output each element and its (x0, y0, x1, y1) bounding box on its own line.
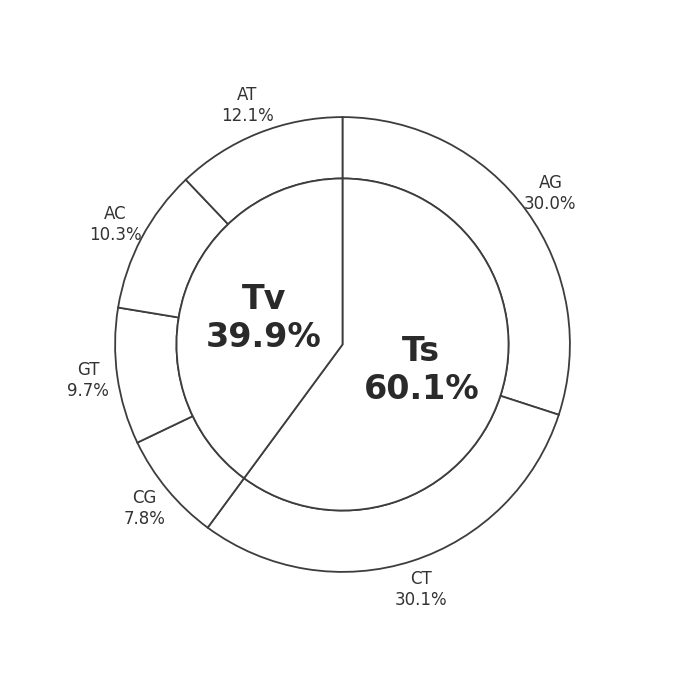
Text: GT
9.7%: GT 9.7% (67, 361, 109, 400)
Wedge shape (342, 117, 570, 415)
Text: CG
7.8%: CG 7.8% (123, 489, 166, 528)
Text: AG
30.0%: AG 30.0% (524, 174, 577, 213)
Text: Ts
60.1%: Ts 60.1% (364, 335, 479, 406)
Wedge shape (186, 117, 342, 224)
Text: AC
10.3%: AC 10.3% (89, 205, 142, 244)
Text: AT
12.1%: AT 12.1% (221, 87, 273, 125)
Wedge shape (118, 180, 228, 318)
Wedge shape (177, 178, 342, 478)
Wedge shape (138, 416, 244, 528)
Text: Tv
39.9%: Tv 39.9% (206, 283, 321, 354)
Text: CT
30.1%: CT 30.1% (395, 570, 447, 608)
Wedge shape (208, 395, 559, 572)
Wedge shape (244, 178, 508, 511)
Wedge shape (115, 307, 192, 442)
